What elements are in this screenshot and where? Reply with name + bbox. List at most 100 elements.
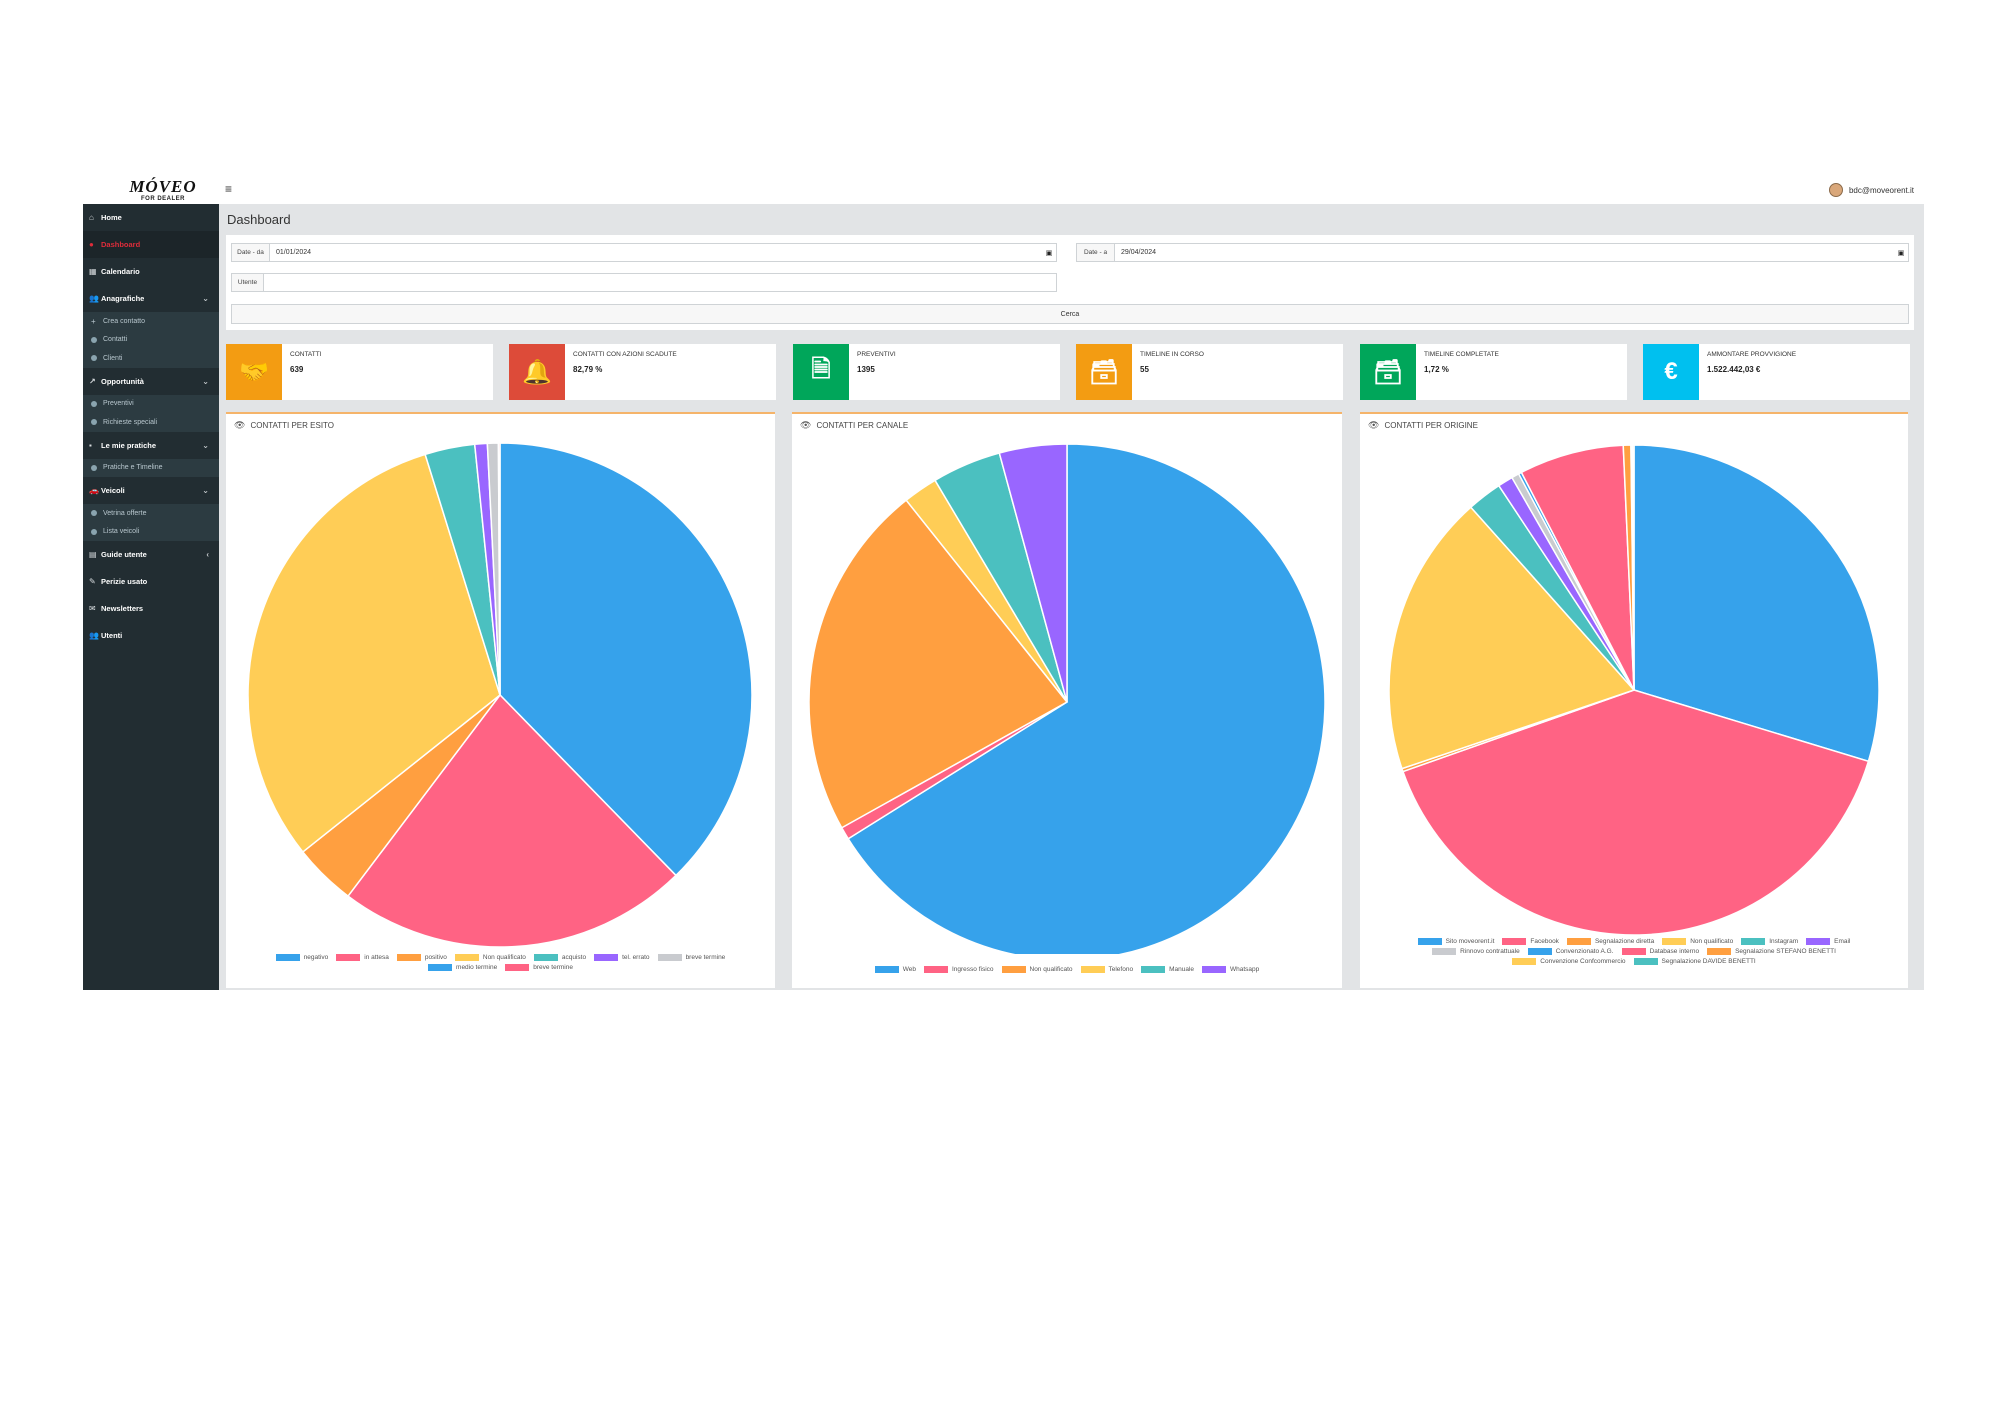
legend-item[interactable]: Telefono [1080,966,1134,973]
legend-item[interactable]: positivo [396,954,447,961]
sidebar-subitem-lista-veicoli[interactable]: Lista veicoli [83,523,219,542]
sidebar-subitem-vetrina-offerte[interactable]: Vetrina offerte [83,504,219,523]
kpi-label: CONTATTI CON AZIONI SCADUTE [573,351,677,358]
legend-item[interactable]: Convenzionato A.G. [1527,948,1614,955]
car-icon: 🚗 [89,486,99,495]
sidebar-item-label: Veicoli [101,486,125,495]
sidebar-item-label: Calendario [101,267,140,276]
euro-icon: € [1643,344,1699,400]
archive-icon: 🗃 [1076,344,1132,400]
legend-swatch [1662,938,1687,945]
pie-slice[interactable] [847,443,1326,954]
chart-panel: 👁 CONTATTI PER ORIGINE Sito moveorent.it Fa… [1360,412,1908,988]
legend-swatch [428,964,453,971]
legend-item[interactable]: tel. errato [594,954,650,961]
sidebar-subitem-label: Vetrina offerte [103,509,147,517]
pie-slice[interactable] [1520,444,1635,691]
legend-item[interactable]: Whatsapp [1202,966,1259,973]
hamburger-menu-icon[interactable]: ≡ [225,182,233,196]
logo[interactable]: MÓVEO FOR DEALER [113,178,213,204]
sidebar-item-home[interactable]: ⌂ Home [83,204,219,231]
dashboard-icon: ● [89,240,94,249]
sidebar-subitem-label: Preventivi [103,400,134,408]
legend-item[interactable]: Sito moveorent.it [1417,938,1494,945]
legend-item[interactable]: Web [874,966,916,973]
legend-item[interactable]: Convenzione Confcommercio [1512,958,1626,965]
users-icon: 👥 [89,294,99,303]
legend-item[interactable]: breve termine [657,954,726,961]
sidebar-item-label: Home [101,213,122,222]
sidebar-subitem-preventivi[interactable]: Preventivi [83,395,219,414]
pie-slice[interactable] [347,693,677,948]
calendar-icon[interactable]: ▣ [1045,249,1053,257]
sidebar-subitem-pratiche-timeline[interactable]: Pratiche e Timeline [83,459,219,478]
sidebar-item-newsletters[interactable]: ✉ Newsletters [83,595,219,622]
user-input[interactable] [264,274,1056,291]
legend-label: breve termine [685,954,726,961]
user-label: Utente [232,274,264,291]
legend-item[interactable]: Segnalazione diretta [1566,938,1654,945]
pie-slice[interactable] [499,442,753,877]
legend-item[interactable]: Non qualificato [1001,966,1073,973]
eye-icon: 👁 [234,420,246,430]
date-to-field[interactable]: Date - a 29/04/2024 ▣ [1076,243,1909,262]
date-from-field[interactable]: Date - da 01/01/2024 ▣ [231,243,1057,262]
pie-slice[interactable] [998,443,1068,703]
pie-slice[interactable] [1388,506,1636,770]
sidebar-item-guide[interactable]: ▤ Guide utente ‹ [83,541,219,568]
sidebar-item-utenti[interactable]: 👥 Utenti [83,622,219,649]
pie-slice[interactable] [247,453,501,853]
calendar-icon: ▦ [89,267,97,276]
legend-swatch [275,954,300,961]
date-to-input[interactable]: 29/04/2024 [1121,249,1157,256]
legend-item[interactable]: Non qualificato [1662,938,1733,945]
pie-slice[interactable] [1631,444,1635,691]
legend-item[interactable]: Email [1806,938,1850,945]
legend-item[interactable]: Ingresso fisico [923,966,994,973]
sidebar-subitem-richieste-speciali[interactable]: Richieste speciali [83,413,219,432]
legend-swatch [1001,966,1026,973]
legend-item[interactable]: Manuale [1141,966,1194,973]
legend-item[interactable]: Facebook [1502,938,1559,945]
legend-label: Web [902,966,916,973]
sidebar-item-anagrafiche[interactable]: 👥 Anagrafiche ⌄ [83,285,219,312]
pie-chart [808,443,1326,954]
legend-label: Database interno [1649,948,1700,955]
pie-slice[interactable] [497,442,501,696]
sidebar-subitem-contatti[interactable]: Contatti [83,331,219,350]
legend-item[interactable]: Instagram [1741,938,1798,945]
legend-item[interactable]: Database interno [1621,948,1700,955]
legend-item[interactable]: Non qualificato [454,954,526,961]
calendar-icon[interactable]: ▣ [1897,249,1905,257]
sidebar-item-dashboard[interactable]: ● Dashboard [83,231,219,258]
legend-label: Manuale [1169,966,1195,973]
sidebar-subitem-clienti[interactable]: Clienti [83,349,219,368]
legend-item[interactable]: Segnalazione STEFANO BENETTI [1707,948,1836,955]
sidebar-item-label: Anagrafiche [101,294,145,303]
pie-slice[interactable] [808,499,1069,829]
sidebar-item-opportunita[interactable]: ↗ Opportunità ⌄ [83,368,219,395]
legend-swatch [1502,938,1527,945]
legend-item[interactable]: medio termine [428,964,497,971]
legend-item[interactable]: in attesa [336,954,389,961]
sidebar-item-veicoli[interactable]: 🚗 Veicoli ⌄ [83,477,219,504]
legend-item[interactable]: breve termine [505,964,573,971]
pie-slice[interactable] [1402,689,1870,936]
sidebar-item-label: Utenti [101,631,123,640]
pie-slice[interactable] [1633,444,1880,763]
legend-item[interactable]: negativo [275,954,328,961]
legend-item[interactable]: acquisto [533,954,586,961]
sidebar-item-pratiche[interactable]: ▪ Le mie pratiche ⌄ [83,432,219,459]
sidebar-subitem-crea-contatto[interactable]: + Crea contatto [83,312,219,331]
date-from-input[interactable]: 01/01/2024 [276,249,312,256]
legend-item[interactable]: Segnalazione DAVIDE BENETTI [1633,958,1756,965]
sidebar-item-perizie[interactable]: ✎ Perizie usato [83,568,219,595]
user-menu[interactable]: bdc@moveorent.it [1828,181,1914,199]
sidebar-item-label: Perizie usato [101,577,148,586]
legend-label: Telefono [1108,966,1134,973]
sidebar-item-calendario[interactable]: ▦ Calendario [83,258,219,285]
user-field[interactable]: Utente [231,273,1057,292]
chart-legend: Sito moveorent.it Facebook Segnalazione di… [1360,938,1908,965]
legend-item[interactable]: Rinnovo contrattuale [1432,948,1520,955]
search-button[interactable]: Cerca [231,304,1909,324]
